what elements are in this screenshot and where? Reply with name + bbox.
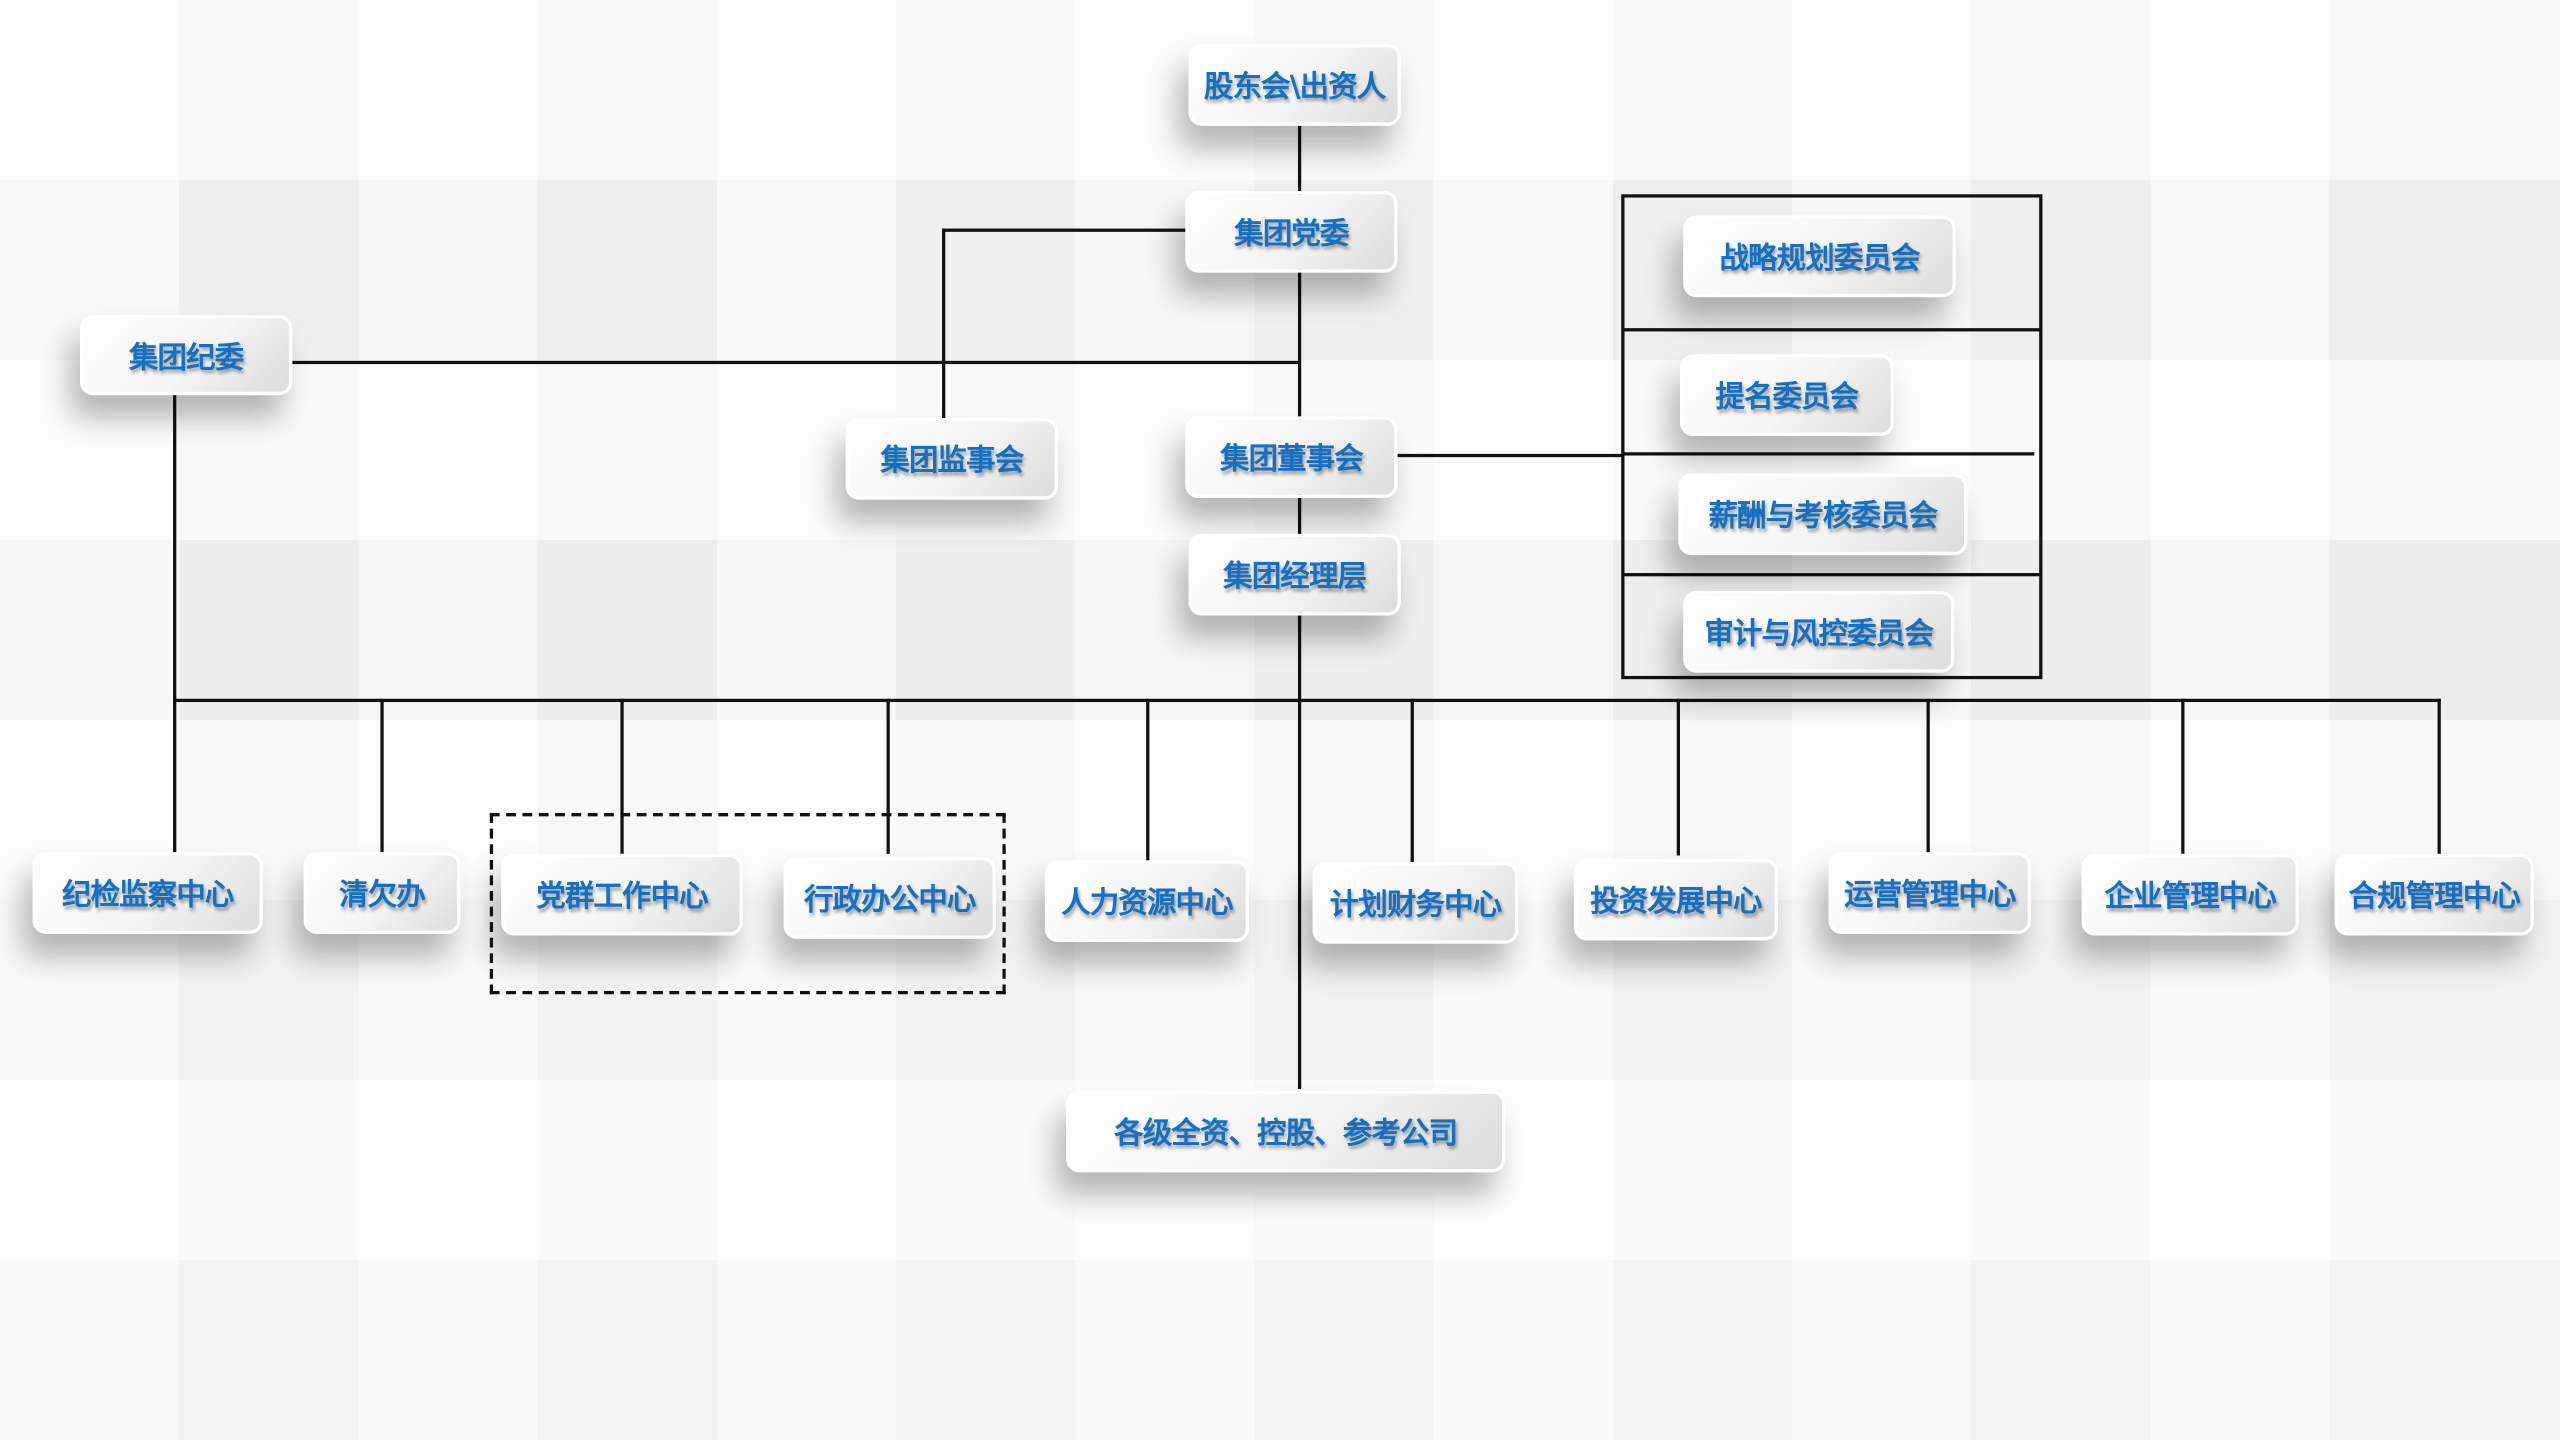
connector	[2437, 698, 2441, 854]
node-department[interactable]: 纪检监察中心	[32, 852, 263, 934]
connector	[942, 228, 946, 418]
connector	[173, 698, 2441, 703]
node-department[interactable]: 计划财务中心	[1312, 862, 1519, 944]
committee-frame	[1621, 194, 2043, 680]
connector	[1410, 698, 1414, 863]
node-board-of-directors[interactable]: 集团董事会	[1185, 416, 1398, 498]
node-management[interactable]: 集团经理层	[1188, 533, 1401, 616]
connector	[1676, 698, 1680, 856]
node-shareholders[interactable]: 股东会\出资人	[1188, 44, 1401, 126]
connector	[380, 698, 384, 853]
node-department[interactable]: 党群工作中心	[501, 853, 743, 936]
connector	[292, 360, 1300, 365]
node-party-committee[interactable]: 集团党委	[1185, 191, 1398, 273]
node-department[interactable]: 运营管理中心	[1828, 852, 2032, 934]
connector	[1926, 698, 1930, 853]
node-discipline-committee[interactable]: 集团纪委	[79, 315, 293, 396]
node-department[interactable]: 清欠办	[303, 852, 461, 934]
connector	[1146, 698, 1150, 861]
node-subsidiaries[interactable]: 各级全资、控股、参考公司	[1066, 1090, 1506, 1173]
node-committee[interactable]: 提名委员会	[1679, 354, 1894, 436]
node-committee[interactable]: 审计与风控委员会	[1683, 591, 1955, 673]
connector	[886, 698, 890, 854]
dashed-group	[489, 813, 1006, 995]
connector	[620, 698, 624, 854]
node-department[interactable]: 投资发展中心	[1573, 858, 1778, 941]
connector	[173, 395, 177, 853]
connector	[1397, 453, 1623, 458]
divider	[1622, 452, 2035, 456]
connector	[942, 228, 1187, 232]
node-department[interactable]: 合规管理中心	[2334, 853, 2534, 936]
divider	[1622, 573, 2041, 577]
node-committee[interactable]: 薪酬与考核委员会	[1678, 473, 1968, 556]
divider	[1622, 328, 2041, 332]
node-department[interactable]: 人力资源中心	[1044, 860, 1249, 943]
node-department[interactable]: 企业管理中心	[2081, 853, 2299, 936]
connector	[2181, 698, 2185, 854]
node-supervisory-board[interactable]: 集团监事会	[845, 417, 1058, 500]
node-department[interactable]: 行政办公中心	[783, 857, 996, 939]
node-committee[interactable]: 战略规划委员会	[1683, 215, 1956, 298]
